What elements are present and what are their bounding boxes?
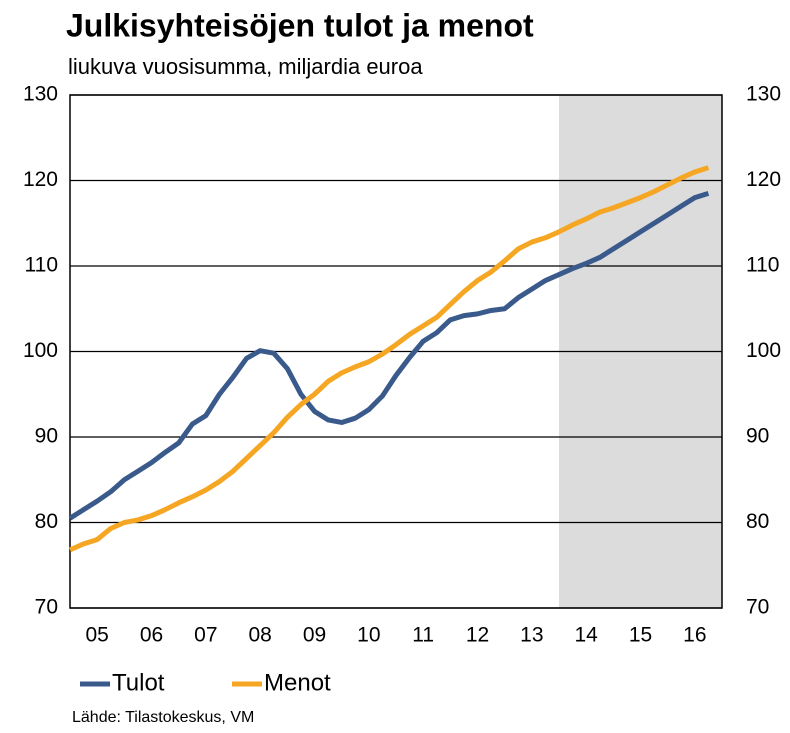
- x-tick-label: 06: [140, 624, 163, 647]
- y2-tick-label: 110: [746, 254, 779, 277]
- y2-tick-label: 120: [746, 168, 781, 191]
- legend-label: Menot: [264, 669, 331, 696]
- x-tick-label: 08: [248, 624, 271, 647]
- y-tick-label: 120: [23, 168, 58, 191]
- legend-label: Tulot: [112, 669, 165, 696]
- y-tick-label: 100: [23, 339, 58, 362]
- x-tick-label: 09: [303, 624, 326, 647]
- x-tick-label: 07: [194, 624, 217, 647]
- series-line: [68, 165, 710, 553]
- y-tick-label: 130: [23, 83, 58, 106]
- series-line: [68, 190, 710, 521]
- x-tick-label: 14: [574, 624, 598, 647]
- chart-subtitle: liukuva vuosisumma, miljardia euroa: [68, 54, 423, 79]
- y-tick-label: 110: [25, 254, 58, 277]
- chart-title: Julkisyhteisöjen tulot ja menot: [66, 7, 534, 43]
- source: Lähde: Tilastokeskus, VM: [72, 709, 254, 726]
- x-tick-label: 15: [629, 624, 652, 647]
- x-tick-label: 16: [683, 624, 706, 647]
- plot-frame: [69, 94, 723, 609]
- y2-tick-label: 130: [746, 83, 781, 106]
- y-tick-label: 80: [35, 510, 58, 533]
- y2-tick-label: 80: [746, 510, 769, 533]
- y2-tick-label: 90: [746, 425, 769, 448]
- y2-tick-label: 70: [746, 596, 769, 619]
- x-tick-label: 13: [520, 624, 543, 647]
- x-tick-label: 05: [85, 624, 108, 647]
- y-tick-label: 70: [35, 596, 58, 619]
- x-tick-label: 12: [466, 624, 489, 647]
- x-tick-label: 10: [357, 624, 380, 647]
- y-tick-label: 90: [35, 425, 58, 448]
- x-tick-label: 11: [412, 624, 434, 647]
- y2-tick-label: 100: [746, 339, 781, 362]
